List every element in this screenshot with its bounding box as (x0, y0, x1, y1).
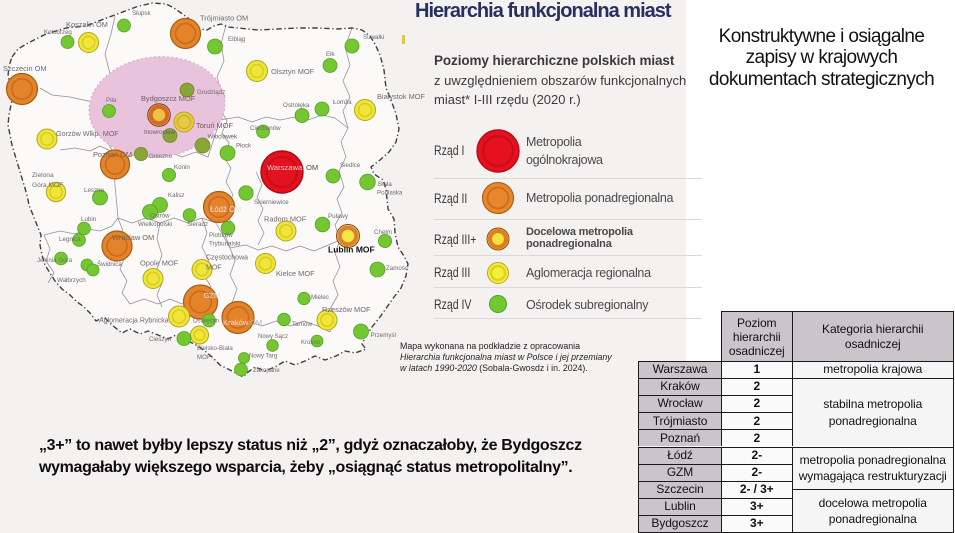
svg-text:Toruń MOF: Toruń MOF (196, 121, 233, 130)
svg-text:OM: OM (306, 163, 318, 172)
svg-text:Zamość: Zamość (386, 265, 408, 272)
svg-text:Nowy Targ: Nowy Targ (249, 354, 277, 360)
svg-text:Bydgoszcz MOF: Bydgoszcz MOF (141, 94, 196, 103)
svg-text:Lublin MOF: Lublin MOF (328, 245, 375, 255)
svg-text:Mielec: Mielec (311, 294, 329, 301)
svg-text:Radom MOF: Radom MOF (264, 215, 307, 224)
svg-text:Jelenia Góra: Jelenia Góra (37, 257, 73, 264)
svg-text:Ostrołęka: Ostrołęka (283, 102, 310, 109)
svg-text:Chełm: Chełm (374, 229, 392, 236)
svg-text:Ełk: Ełk (326, 51, 336, 58)
svg-text:Koszalin OM: Koszalin OM (66, 20, 108, 29)
svg-text:Gorzów Wlkp. MOF: Gorzów Wlkp. MOF (56, 129, 119, 138)
svg-text:Przemyśl: Przemyśl (371, 332, 396, 339)
svg-text:Aglomeracja Rybnicka: Aglomeracja Rybnicka (99, 318, 169, 325)
svg-text:Krosno: Krosno (301, 340, 321, 346)
svg-text:Łódź OM: Łódź OM (210, 205, 242, 214)
svg-text:MOF: MOF (197, 354, 211, 361)
svg-text:Opole MOF: Opole MOF (140, 259, 179, 268)
svg-text:Piotrków: Piotrków (209, 232, 233, 239)
svg-text:Wrocław OM: Wrocław OM (112, 233, 154, 242)
svg-text:Kołobrzeg: Kołobrzeg (44, 29, 72, 36)
svg-text:Świdnica: Świdnica (97, 260, 122, 268)
svg-text:Biała: Biała (378, 181, 392, 188)
svg-text:Olsztyn MOF: Olsztyn MOF (271, 67, 315, 76)
svg-text:Wałbrzych: Wałbrzych (57, 277, 86, 284)
svg-text:Wielkopolski: Wielkopolski (138, 221, 172, 228)
svg-text:Siedlce: Siedlce (340, 162, 361, 169)
svg-text:Gniezno: Gniezno (149, 153, 173, 160)
svg-text:GZM: GZM (204, 291, 221, 300)
svg-text:Szczecin OM: Szczecin OM (3, 64, 47, 73)
svg-text:Trybunalski: Trybunalski (209, 241, 240, 248)
svg-text:Cieszyn: Cieszyn (149, 336, 172, 343)
svg-text:Trójmiasto OM: Trójmiasto OM (200, 14, 248, 23)
svg-text:Warszawa: Warszawa (267, 163, 303, 172)
svg-text:Zielona: Zielona (32, 172, 54, 179)
svg-text:OM: OM (250, 318, 262, 327)
svg-text:Bielsko-Biała: Bielsko-Biała (197, 345, 233, 352)
svg-text:Piła: Piła (106, 97, 117, 104)
svg-text:Puławy: Puławy (328, 213, 349, 220)
svg-text:Kielce MOF: Kielce MOF (276, 269, 315, 278)
svg-text:Łomża: Łomża (333, 99, 352, 106)
svg-text:Ciechanów: Ciechanów (250, 125, 281, 132)
svg-text:Tarnów: Tarnów (292, 321, 312, 328)
svg-text:Lubin: Lubin (81, 216, 97, 223)
svg-text:Elbląg: Elbląg (228, 36, 246, 43)
svg-text:Kraków: Kraków (223, 318, 249, 327)
svg-text:Białystok MOF: Białystok MOF (377, 92, 426, 101)
svg-text:Podlaska: Podlaska (377, 190, 403, 197)
svg-text:Inowrocław: Inowrocław (144, 129, 175, 136)
svg-text:Sieradz: Sieradz (187, 221, 208, 228)
svg-text:Ostrów: Ostrów (150, 213, 170, 220)
svg-text:Suwałki: Suwałki (363, 34, 384, 41)
svg-text:Rzeszów MOF: Rzeszów MOF (322, 305, 371, 314)
svg-text:Nowy Sącz: Nowy Sącz (258, 334, 288, 340)
svg-text:Płock: Płock (236, 143, 252, 150)
svg-text:Częstochowa: Częstochowa (206, 255, 248, 262)
svg-text:Leszno: Leszno (84, 187, 105, 194)
svg-text:Włocławek: Włocławek (208, 134, 238, 141)
svg-text:Zakopane: Zakopane (253, 368, 280, 374)
svg-text:Konin: Konin (174, 164, 190, 171)
svg-text:Kalisz: Kalisz (168, 192, 185, 199)
svg-text:MOF: MOF (206, 265, 222, 272)
svg-text:Oświęcim: Oświęcim (193, 319, 219, 325)
svg-text:Skierniewice: Skierniewice (254, 199, 289, 206)
svg-text:Grudziądz: Grudziądz (197, 89, 225, 96)
svg-text:Poznań OM: Poznań OM (93, 150, 132, 159)
svg-text:Słupsk: Słupsk (132, 10, 151, 17)
svg-text:Legnica: Legnica (59, 236, 81, 243)
svg-text:Góra MOF: Góra MOF (32, 182, 63, 189)
